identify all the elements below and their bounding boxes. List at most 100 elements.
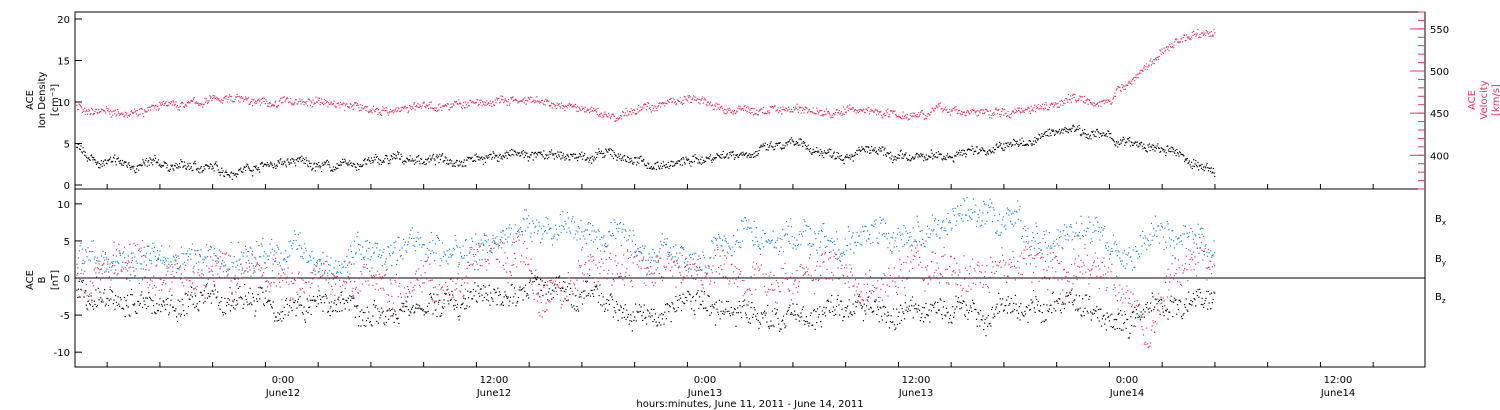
velocity-point <box>854 108 857 111</box>
density-point <box>209 166 211 168</box>
density-point <box>1083 133 1085 135</box>
velocity-point <box>1101 100 1103 103</box>
bx-point <box>740 311 742 314</box>
density-point <box>242 171 244 173</box>
bx-point <box>743 304 745 307</box>
density-point <box>399 158 401 160</box>
velocity-point <box>754 113 757 115</box>
velocity-point <box>1139 69 1141 71</box>
bx-point <box>433 302 436 304</box>
velocity-point <box>935 105 937 107</box>
top-right-ytick-label: 450 <box>1430 109 1449 120</box>
velocity-point <box>1020 112 1022 114</box>
bx-point <box>1114 328 1116 330</box>
bx-point <box>670 320 672 323</box>
velocity-point <box>984 108 987 110</box>
velocity-point <box>451 106 453 108</box>
density-point <box>714 158 716 160</box>
velocity-point <box>709 103 711 105</box>
density-point <box>403 163 405 165</box>
bx-point <box>1150 310 1153 312</box>
density-point <box>114 154 116 156</box>
bx-point <box>804 323 806 325</box>
density-point <box>1213 172 1215 174</box>
velocity-point <box>183 105 185 108</box>
velocity-point <box>787 106 790 109</box>
bx-point <box>522 299 524 301</box>
density-point <box>496 160 499 162</box>
velocity-point <box>415 105 417 108</box>
velocity-point <box>968 111 970 113</box>
bx-point <box>694 313 696 316</box>
bx-point <box>1011 311 1013 313</box>
density-point <box>1051 130 1053 132</box>
bx-point <box>646 323 648 325</box>
velocity-point <box>940 108 942 110</box>
bx-point <box>422 310 424 312</box>
velocity-point <box>748 111 750 113</box>
bx-point <box>432 313 434 315</box>
velocity-point <box>1010 117 1012 119</box>
bx-point <box>463 297 465 299</box>
density-point <box>1132 144 1134 146</box>
velocity-point <box>483 101 485 103</box>
velocity-point <box>815 113 817 115</box>
density-point <box>536 154 539 156</box>
bx-point <box>530 270 532 272</box>
velocity-point <box>345 103 347 105</box>
velocity-point <box>1030 105 1032 107</box>
by-point <box>206 255 209 258</box>
density-point <box>178 163 181 165</box>
density-point <box>433 158 435 160</box>
velocity-point <box>1014 108 1016 110</box>
bx-point <box>1086 310 1088 312</box>
bx-point <box>136 312 138 314</box>
density-point <box>172 168 174 170</box>
density-point <box>363 160 365 162</box>
bx-point <box>621 317 623 319</box>
velocity-point <box>493 104 495 106</box>
velocity-point <box>1186 34 1188 36</box>
density-point <box>119 162 121 164</box>
density-point <box>254 167 257 169</box>
density-point <box>571 154 573 156</box>
density-point <box>996 143 998 145</box>
density-point <box>739 153 741 155</box>
density-point <box>912 156 914 159</box>
bx-point <box>995 306 997 308</box>
density-point <box>100 160 103 162</box>
velocity-point <box>726 113 728 115</box>
bx-point <box>460 306 462 309</box>
bottom-ylabel: ACE B [nT] <box>25 270 61 290</box>
velocity-point <box>254 102 256 104</box>
bx-point <box>1172 301 1175 303</box>
density-point <box>1064 127 1066 129</box>
by-point <box>134 275 137 277</box>
density-point <box>1026 143 1028 145</box>
velocity-point <box>499 101 501 103</box>
bx-point <box>322 310 324 312</box>
density-point <box>1034 136 1036 139</box>
density-point <box>1181 153 1183 155</box>
density-point <box>676 161 678 163</box>
velocity-point <box>117 108 119 111</box>
velocity-point <box>1046 109 1049 111</box>
bx-point <box>109 288 111 291</box>
density-point <box>1095 136 1097 138</box>
density-point <box>858 146 860 149</box>
velocity-point <box>160 104 162 106</box>
bx-point <box>479 288 482 290</box>
bx-point <box>401 302 403 304</box>
velocity-point <box>909 114 911 116</box>
bx-point <box>524 290 526 292</box>
velocity-point <box>244 98 246 100</box>
bx-point <box>271 307 273 309</box>
velocity-point <box>125 114 127 116</box>
bx-point <box>521 288 523 290</box>
velocity-point <box>1214 32 1216 34</box>
velocity-point <box>178 109 181 111</box>
bx-point <box>850 313 853 316</box>
velocity-point <box>1018 107 1020 109</box>
by-point <box>106 258 108 260</box>
velocity-point <box>383 107 385 109</box>
